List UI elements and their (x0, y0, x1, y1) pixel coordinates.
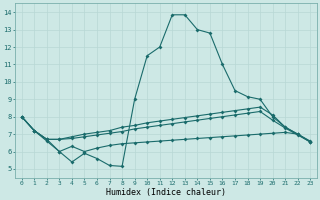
X-axis label: Humidex (Indice chaleur): Humidex (Indice chaleur) (106, 188, 226, 197)
